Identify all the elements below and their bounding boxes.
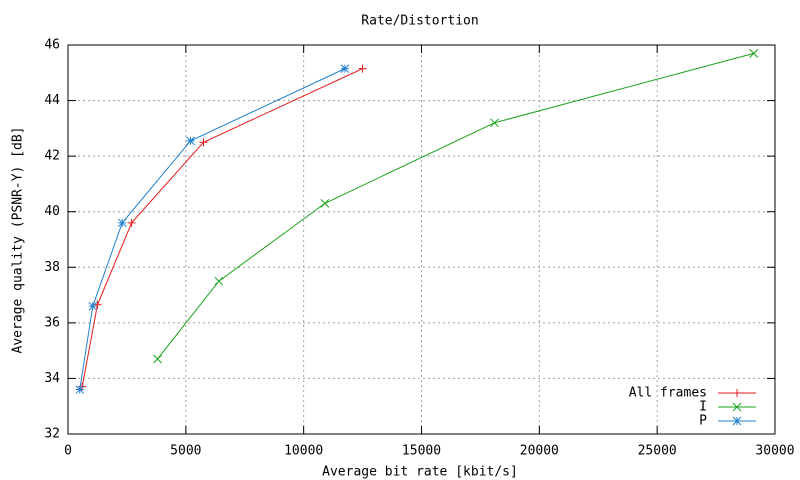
- point-marker: [358, 64, 367, 73]
- y-tick-label: 34: [44, 371, 60, 386]
- x-tick-label: 25000: [638, 444, 677, 459]
- chart-title: Rate/Distortion: [361, 14, 478, 29]
- point-marker: [490, 118, 499, 128]
- point-marker: [186, 136, 195, 146]
- x-axis-label: Average bit rate [kbit/s]: [322, 465, 518, 480]
- y-tick-label: 38: [44, 260, 60, 275]
- point-marker: [75, 385, 85, 394]
- point-marker: [153, 354, 162, 364]
- legend-marker: [732, 416, 742, 426]
- legend-label: I: [699, 400, 707, 415]
- legend-label: P: [699, 414, 707, 429]
- point-marker: [127, 218, 136, 227]
- x-tick-label: 15000: [402, 444, 441, 459]
- legend-marker: [733, 389, 741, 397]
- y-tick-label: 40: [44, 204, 60, 219]
- x-tick-label: 30000: [755, 444, 794, 459]
- y-tick-label: 46: [44, 38, 60, 53]
- point-marker: [340, 64, 350, 73]
- x-tick-label: 0: [64, 444, 72, 459]
- series-line: [81, 68, 363, 387]
- y-tick-label: 32: [44, 427, 60, 442]
- y-tick-label: 44: [44, 93, 60, 108]
- plot-border: [67, 44, 776, 435]
- x-tick-label: 10000: [284, 444, 323, 459]
- series-line: [157, 52, 754, 360]
- point-marker: [88, 301, 98, 311]
- legend-marker: [732, 402, 742, 412]
- legend-label: All frames: [629, 386, 707, 401]
- x-tick-label: 5000: [170, 444, 201, 459]
- point-marker: [117, 218, 127, 228]
- point-marker: [320, 199, 330, 208]
- series-line: [79, 68, 346, 390]
- y-tick-label: 36: [44, 315, 60, 330]
- point-marker: [749, 48, 759, 58]
- point-marker: [199, 138, 208, 147]
- y-tick-label: 42: [44, 149, 60, 164]
- point-marker: [214, 276, 224, 286]
- y-axis-label: Average quality (PSNR-Y) [dB]: [11, 127, 26, 354]
- x-tick-label: 20000: [520, 444, 559, 459]
